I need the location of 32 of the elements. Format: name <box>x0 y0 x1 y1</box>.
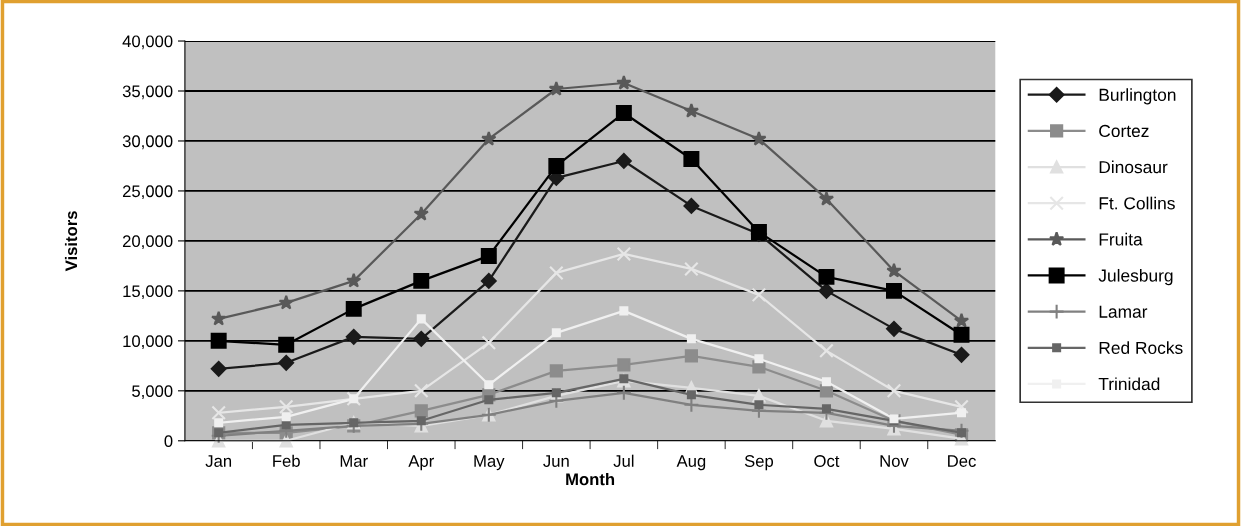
y-tick-label: 25,000 <box>122 185 173 200</box>
x-tick-label: Nov <box>880 455 909 467</box>
legend-label: Dinosaur <box>1099 160 1168 174</box>
y-tick-label: 5,000 <box>132 385 173 399</box>
x-tick-label: Feb <box>273 454 300 467</box>
y-tick-label: 20,000 <box>122 235 173 250</box>
legend-label: Julesburg <box>1098 268 1173 286</box>
legend-label: Ft. Collins <box>1099 196 1175 210</box>
legend-label: Lamar <box>1099 305 1148 318</box>
y-tick-label: 0 <box>164 435 173 447</box>
x-tick-label: Aug <box>676 455 706 471</box>
legend-label: Burlington <box>1099 88 1176 105</box>
x-tick-label: Apr <box>408 455 434 471</box>
x-tick-label: May <box>474 455 505 471</box>
y-axis-title: Visitors <box>64 211 78 272</box>
x-tick-label: Jul <box>613 454 634 467</box>
x-axis-title: Month <box>566 472 615 486</box>
y-tick-label: 15,000 <box>123 285 173 300</box>
legend-label: Cortez <box>1099 124 1149 138</box>
y-tick-label: 30,000 <box>122 135 173 150</box>
x-tick-label: Jan <box>205 455 232 467</box>
y-tick-label: 40,000 <box>122 35 173 50</box>
legend-label: Trinidad <box>1098 377 1160 391</box>
x-tick-label: Sep <box>744 455 774 471</box>
x-tick-label: Oct <box>814 455 840 467</box>
legend-label: Red Rocks <box>1099 341 1183 355</box>
x-tick-label: Dec <box>948 455 976 467</box>
x-tick-label: Mar <box>340 455 368 467</box>
y-tick-label: 10,000 <box>123 335 173 350</box>
legend-label: Fruita <box>1099 232 1143 246</box>
y-tick-label: 35,000 <box>122 85 173 100</box>
x-tick-label: Jun <box>543 455 569 467</box>
